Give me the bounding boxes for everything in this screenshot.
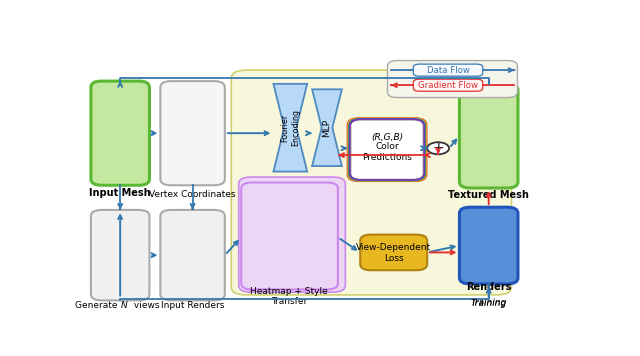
Text: Training: Training xyxy=(470,299,507,308)
Text: Training: Training xyxy=(470,298,507,307)
Text: Vertex Coordinates: Vertex Coordinates xyxy=(149,189,236,199)
Text: Input Mesh: Input Mesh xyxy=(90,188,151,198)
Text: views: views xyxy=(131,302,159,310)
Text: Data Flow: Data Flow xyxy=(427,66,470,75)
FancyBboxPatch shape xyxy=(161,210,225,300)
Text: Predictions: Predictions xyxy=(362,152,412,162)
Text: Generate: Generate xyxy=(75,302,120,310)
Text: View-Dependent
Loss: View-Dependent Loss xyxy=(356,243,431,263)
FancyBboxPatch shape xyxy=(460,84,518,188)
FancyBboxPatch shape xyxy=(360,235,428,270)
FancyBboxPatch shape xyxy=(413,79,483,91)
FancyBboxPatch shape xyxy=(350,120,424,180)
FancyBboxPatch shape xyxy=(161,81,225,185)
Text: (R,G,B): (R,G,B) xyxy=(371,133,403,142)
FancyBboxPatch shape xyxy=(239,177,346,292)
FancyBboxPatch shape xyxy=(413,64,483,76)
FancyBboxPatch shape xyxy=(231,70,511,295)
Text: Fourier
Encoding: Fourier Encoding xyxy=(280,109,300,146)
Text: N: N xyxy=(121,302,127,310)
FancyBboxPatch shape xyxy=(241,183,338,289)
Text: Renders: Renders xyxy=(466,282,511,292)
Text: Heatmap + Style
Transfer: Heatmap + Style Transfer xyxy=(250,287,328,306)
Text: +: + xyxy=(432,141,444,155)
Text: Color: Color xyxy=(375,142,399,151)
Text: MLP: MLP xyxy=(323,119,332,137)
FancyBboxPatch shape xyxy=(91,210,150,300)
FancyBboxPatch shape xyxy=(91,81,150,185)
Text: Gradient Flow: Gradient Flow xyxy=(418,81,478,90)
FancyBboxPatch shape xyxy=(388,61,518,98)
Text: Input Renders: Input Renders xyxy=(161,302,224,310)
FancyBboxPatch shape xyxy=(460,207,518,284)
Circle shape xyxy=(428,142,449,154)
Polygon shape xyxy=(312,89,342,166)
Text: Textured Mesh: Textured Mesh xyxy=(448,190,529,200)
Polygon shape xyxy=(273,84,307,172)
